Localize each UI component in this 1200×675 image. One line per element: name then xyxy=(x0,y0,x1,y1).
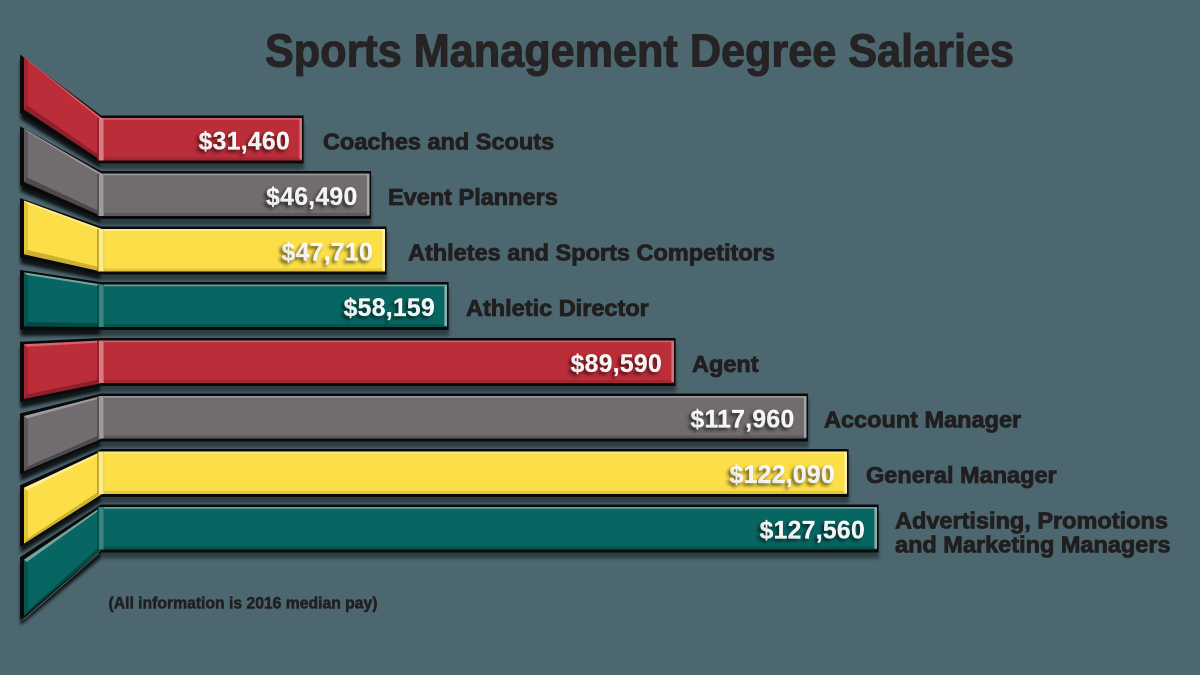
svg-text:$46,490: $46,490 xyxy=(266,184,357,211)
svg-text:and Marketing Managers: and Marketing Managers xyxy=(895,531,1171,557)
svg-text:Sports Management Degree Salar: Sports Management Degree Salaries xyxy=(265,25,1014,77)
svg-text:$117,960: $117,960 xyxy=(690,406,794,433)
svg-text:Athletes and Sports Competitor: Athletes and Sports Competitors xyxy=(408,240,775,266)
svg-text:$31,460: $31,460 xyxy=(199,128,290,155)
svg-text:Agent: Agent xyxy=(692,351,759,377)
svg-text:$127,560: $127,560 xyxy=(760,517,865,544)
svg-text:General Manager: General Manager xyxy=(866,462,1057,488)
svg-text:Event Planners: Event Planners xyxy=(388,184,558,210)
svg-text:Account Manager: Account Manager xyxy=(824,407,1021,433)
svg-text:Advertising, Promotions: Advertising, Promotions xyxy=(895,508,1168,534)
svg-text:$58,159: $58,159 xyxy=(344,295,435,322)
svg-text:Athletic Director: Athletic Director xyxy=(466,295,649,321)
svg-text:(All information is 2016 media: (All information is 2016 median pay) xyxy=(109,594,378,613)
svg-text:Coaches and Scouts: Coaches and Scouts xyxy=(323,129,554,155)
svg-text:$89,590: $89,590 xyxy=(571,351,662,378)
svg-text:$122,090: $122,090 xyxy=(730,462,835,489)
svg-text:$47,710: $47,710 xyxy=(282,239,373,266)
